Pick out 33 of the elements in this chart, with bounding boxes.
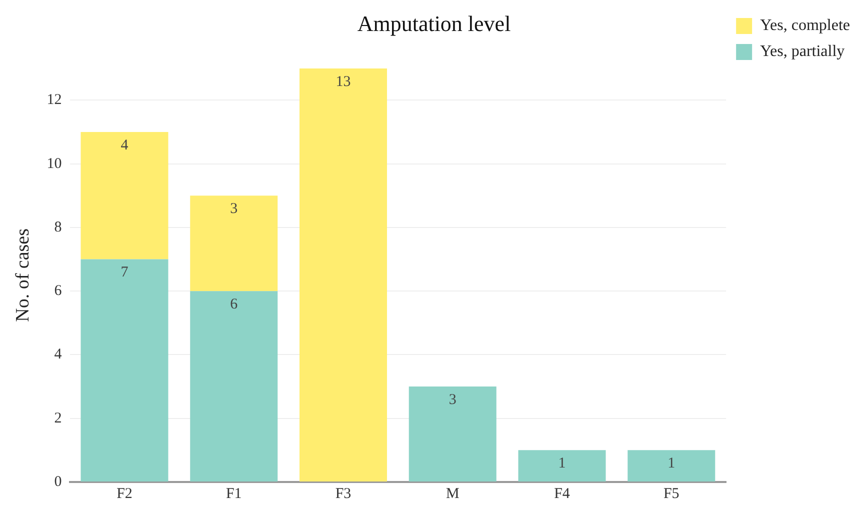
data-label: 6: [230, 296, 238, 313]
x-tick-label: M: [446, 486, 460, 502]
data-label: 3: [448, 392, 456, 408]
x-tick-label: F4: [554, 486, 570, 502]
y-tick-label: 0: [54, 474, 62, 490]
y-tick-label: 12: [46, 92, 62, 108]
x-tick-label: F1: [226, 486, 242, 502]
bar: [518, 450, 606, 482]
bar: [628, 450, 716, 482]
y-axis-title: No. of cases: [12, 228, 34, 322]
legend-label: Yes, complete: [760, 17, 850, 34]
bar: [80, 132, 168, 260]
bar: [190, 291, 278, 482]
y-tick-label: 4: [54, 346, 62, 363]
chart-title: Amputation level: [357, 10, 511, 36]
y-tick-label: 6: [54, 283, 62, 300]
data-label: 13: [336, 74, 351, 90]
data-label: 3: [230, 201, 238, 218]
y-tick-label: 2: [54, 410, 62, 426]
bar: [80, 259, 168, 482]
bar: [408, 386, 496, 482]
x-tick-label: F3: [335, 486, 352, 502]
data-label: 4: [120, 137, 129, 154]
bar: [190, 196, 278, 292]
y-tick-label: 10: [46, 156, 62, 172]
data-label: 7: [120, 264, 129, 281]
data-label: 1: [558, 456, 566, 472]
bar: [300, 68, 387, 482]
data-label: 1: [668, 456, 676, 472]
legend-label: Yes, partially: [760, 43, 845, 60]
x-tick-label: F2: [116, 486, 132, 502]
y-tick-label: 8: [54, 219, 62, 236]
x-tick-label: F5: [663, 486, 680, 502]
